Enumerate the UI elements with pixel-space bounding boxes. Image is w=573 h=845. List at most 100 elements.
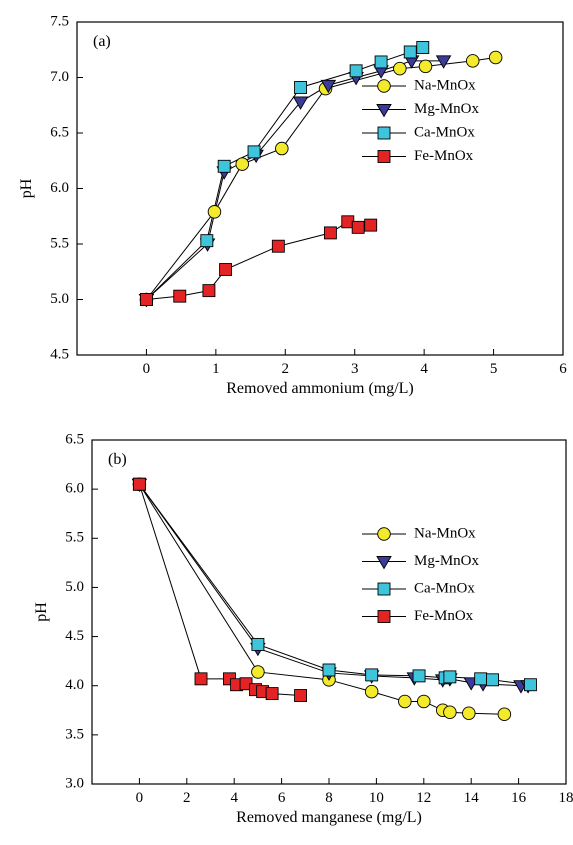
legend-label: Fe-MnOx xyxy=(414,148,474,164)
data-point-ca-mnox xyxy=(322,663,336,677)
legend-marker-ca-mnox xyxy=(377,126,391,140)
x-tick-label: 2 xyxy=(183,790,191,806)
legend: Na-MnOx Mg-MnOx Ca-MnOx Fe-MnOx xyxy=(362,525,480,624)
data-point-ca-mnox xyxy=(524,678,537,692)
legend-marker-ca-mnox xyxy=(377,582,391,596)
data-point-ca-mnox xyxy=(403,45,417,59)
data-point-ca-mnox xyxy=(486,673,499,687)
x-tick-label: 12 xyxy=(416,790,431,806)
legend-label: Ca-MnOx xyxy=(414,580,475,596)
data-point-mg-mnox xyxy=(292,96,309,110)
series-line-na-mnox xyxy=(146,57,496,300)
chart-panel-b: 0 2 4 6 8 10 12 14 16 18 3.0 3.5 4.0 4.5 5.0 5.5 6.0 6.5 R… xyxy=(33,431,573,826)
data-point-na-mnox xyxy=(207,205,222,219)
legend-label: Ca-MnOx xyxy=(414,124,475,140)
data-point-fe-mnox xyxy=(265,687,279,701)
y-tick-label: 6.5 xyxy=(50,124,69,140)
y-tick-label: 5.0 xyxy=(65,579,84,595)
y-tick-label: 4.0 xyxy=(65,677,84,693)
data-point-na-mnox xyxy=(417,694,431,709)
legend-label: Fe-MnOx xyxy=(414,608,474,624)
data-point-ca-mnox xyxy=(412,669,426,683)
x-tick-label: 4 xyxy=(230,790,238,806)
y-tick-label: 6.0 xyxy=(50,180,69,196)
data-point-fe-mnox xyxy=(202,284,216,298)
y-tick-label: 7.5 xyxy=(50,13,69,29)
x-tick-label: 18 xyxy=(559,790,573,806)
x-tick-label: 6 xyxy=(559,361,567,377)
legend-label: Mg-MnOx xyxy=(414,101,480,117)
data-point-fe-mnox xyxy=(194,672,208,686)
data-point-na-mnox xyxy=(488,50,503,65)
data-point-fe-mnox xyxy=(139,293,153,306)
data-point-ca-mnox xyxy=(200,234,214,248)
data-point-fe-mnox xyxy=(219,263,233,276)
legend-marker-mg-mnox xyxy=(376,556,392,570)
x-tick-label: 2 xyxy=(282,361,290,377)
x-tick-label: 14 xyxy=(464,790,480,806)
data-point-fe-mnox xyxy=(173,289,187,303)
data-point-na-mnox xyxy=(443,705,457,720)
data-point-na-mnox xyxy=(235,157,249,171)
data-point-ca-mnox xyxy=(474,672,488,686)
data-point-ca-mnox xyxy=(374,55,388,69)
legend-label: Na-MnOx xyxy=(414,77,476,93)
legend-label: Na-MnOx xyxy=(414,525,476,541)
legend: Na-MnOx Mg-MnOx Ca-MnOx Fe-MnOx xyxy=(362,77,480,164)
data-point-na-mnox xyxy=(251,665,265,679)
y-tick-label: 6.0 xyxy=(65,481,84,497)
data-point-fe-mnox xyxy=(351,220,365,234)
x-tick-label: 0 xyxy=(136,790,144,806)
data-point-fe-mnox xyxy=(294,689,308,702)
x-tick-label: 1 xyxy=(212,361,220,377)
data-point-ca-mnox xyxy=(349,64,363,78)
x-tick-label: 8 xyxy=(325,790,333,806)
data-point-ca-mnox xyxy=(247,145,261,159)
data-point-na-mnox xyxy=(275,141,289,156)
y-tick-label: 3.0 xyxy=(65,775,84,791)
legend-marker-na-mnox xyxy=(377,79,391,93)
data-point-na-mnox xyxy=(364,684,379,699)
y-tick-label: 3.5 xyxy=(65,726,84,742)
panel-label: (a) xyxy=(93,33,111,50)
data-point-ca-mnox xyxy=(294,81,308,94)
data-point-mg-mnox xyxy=(320,79,337,94)
data-point-na-mnox xyxy=(393,61,407,76)
data-point-na-mnox xyxy=(465,54,480,68)
data-point-fe-mnox xyxy=(271,239,285,253)
x-tick-label: 3 xyxy=(351,361,359,377)
data-point-fe-mnox xyxy=(132,477,146,491)
panel-label: (b) xyxy=(108,451,127,468)
data-point-na-mnox xyxy=(497,707,512,721)
data-point-ca-mnox xyxy=(443,670,457,684)
y-tick-label: 4.5 xyxy=(50,346,69,362)
legend-label: Mg-MnOx xyxy=(414,553,480,569)
legend-marker-mg-mnox xyxy=(376,104,392,118)
legend-marker-fe-mnox xyxy=(377,610,391,623)
y-tick-label: 7.0 xyxy=(50,69,69,85)
data-point-ca-mnox xyxy=(251,637,265,651)
data-point-fe-mnox xyxy=(364,218,378,232)
chart-panel-a: 0 1 2 3 4 5 6 4.5 5.0 5.5 6.0 6.5 7.0 7.5 Removed ammo… xyxy=(18,13,567,397)
x-tick-label: 6 xyxy=(278,790,286,806)
x-tick-label: 0 xyxy=(143,361,151,377)
data-point-na-mnox xyxy=(462,706,476,720)
y-axis-label: pH xyxy=(18,178,35,198)
series-line-fe-mnox xyxy=(146,221,371,300)
x-tick-label: 16 xyxy=(511,790,527,806)
plot-frame xyxy=(91,439,567,785)
data-point-na-mnox xyxy=(398,694,412,709)
x-axis-label: Removed manganese (mg/L) xyxy=(236,809,422,826)
y-tick-label: 5.5 xyxy=(65,530,84,546)
data-point-ca-mnox xyxy=(365,668,379,682)
legend-marker-fe-mnox xyxy=(377,150,391,163)
series-line-fe-mnox xyxy=(138,484,301,697)
y-tick-label: 4.5 xyxy=(65,628,84,644)
data-point-fe-mnox xyxy=(323,226,337,240)
x-axis-label: Removed ammonium (mg/L) xyxy=(226,380,414,397)
data-point-ca-mnox xyxy=(217,159,231,173)
y-tick-label: 5.0 xyxy=(50,291,69,307)
x-tick-label: 10 xyxy=(369,790,384,806)
data-point-ca-mnox xyxy=(416,41,430,54)
